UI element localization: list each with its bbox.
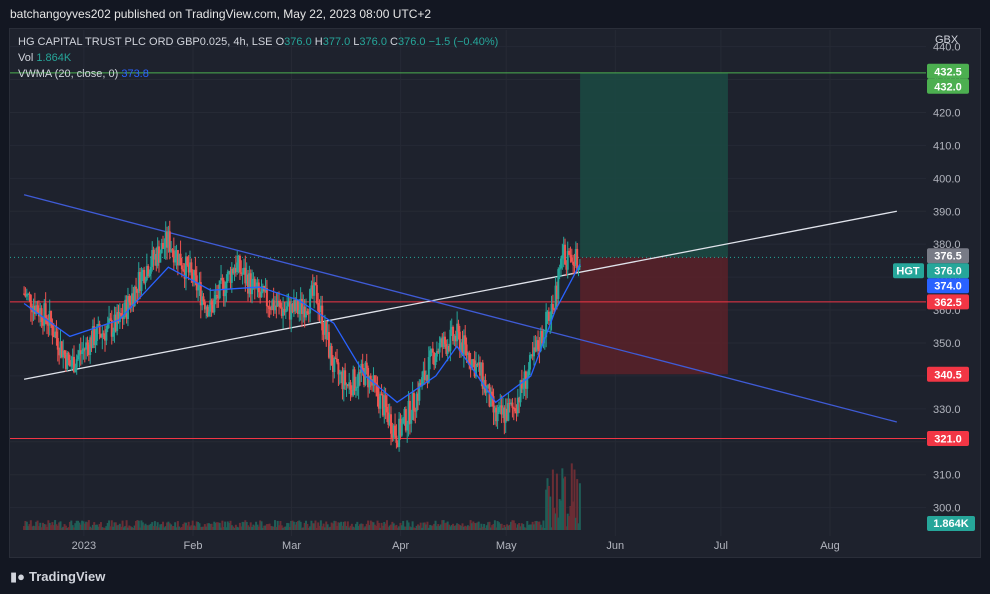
legend-ohlc-row: HG CAPITAL TRUST PLC ORD GBP0.025, 4h, L…: [18, 34, 498, 50]
legend-volume-row[interactable]: Vol 1.864K: [18, 50, 498, 66]
vwma-label: VWMA (20, close, 0): [18, 68, 119, 80]
vwma-value: 373.8: [121, 68, 149, 80]
change-value: −1.5 (−0.40%): [428, 36, 499, 48]
legend-vwma-row[interactable]: VWMA (20, close, 0) 373.8: [18, 66, 498, 82]
low-value: 376.0: [359, 36, 387, 48]
footer: ▮● TradingView: [0, 560, 990, 594]
tv-logo-icon: ▮●: [10, 569, 26, 584]
close-label: C: [390, 36, 398, 48]
high-value: 377.0: [322, 36, 351, 48]
open-value: 376.0: [284, 36, 312, 48]
tradingview-logo[interactable]: ▮● TradingView: [10, 569, 105, 585]
volume-value: 1.864K: [36, 52, 72, 64]
chart-frame[interactable]: [9, 28, 981, 558]
open-label: O: [275, 36, 285, 48]
currency-label: GBX: [935, 34, 959, 46]
brand-text: TradingView: [29, 569, 106, 584]
high-label: H: [314, 36, 323, 48]
publisher-text: batchangoyves202 published on TradingVie…: [10, 7, 432, 21]
chart-legend: HG CAPITAL TRUST PLC ORD GBP0.025, 4h, L…: [18, 34, 498, 82]
publish-header: batchangoyves202 published on TradingVie…: [0, 0, 990, 28]
symbol-title[interactable]: HG CAPITAL TRUST PLC ORD GBP0.025, 4h, L…: [18, 36, 273, 48]
close-value: 376.0: [397, 36, 426, 48]
low-label: L: [353, 36, 360, 48]
volume-label: Vol: [18, 52, 34, 64]
